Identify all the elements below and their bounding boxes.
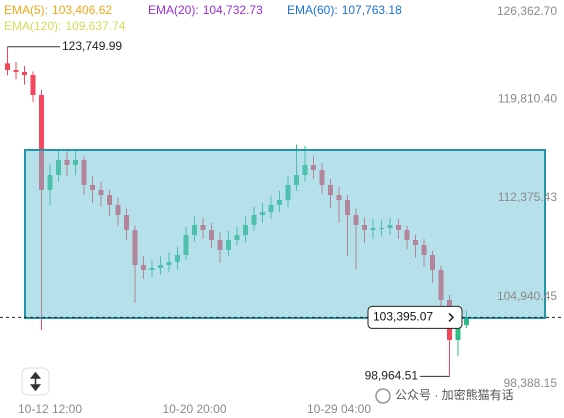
y-tick-label: 126,362.70 bbox=[497, 4, 557, 18]
candle-body bbox=[30, 75, 36, 96]
candle-body bbox=[39, 95, 44, 191]
y-tick-label: 112,375.43 bbox=[498, 190, 557, 204]
button-icon bbox=[29, 371, 42, 392]
legend-value: 109,637.74 bbox=[65, 19, 125, 33]
watermark: 公众号 · 加密熊猫有话 bbox=[375, 387, 514, 404]
scale-button[interactable] bbox=[21, 367, 50, 396]
candle-body bbox=[464, 317, 469, 326]
legend-entry: EMA(5): 103,406.62 bbox=[4, 3, 112, 17]
candle-body bbox=[5, 63, 10, 71]
legend-entry: EMA(20): 104,732.73 bbox=[148, 3, 263, 17]
watermark-text: 公众号 · 加密熊猫有话 bbox=[395, 387, 514, 402]
candle-body bbox=[455, 325, 461, 341]
candle-body bbox=[13, 70, 19, 72]
x-tick-label: 10-12 12:00 bbox=[18, 402, 82, 416]
overlay: 123,749.99 98,964.51 103,395.07 bbox=[0, 39, 564, 383]
y-tick-label: 98,388.15 bbox=[504, 376, 558, 390]
watermark-icon bbox=[375, 388, 391, 404]
y-tick-label: 119,810.40 bbox=[498, 91, 557, 105]
low-label: 98,964.51 bbox=[365, 369, 419, 383]
range-box[interactable] bbox=[24, 149, 546, 319]
legend-entry: EMA(60): 107,763.18 bbox=[287, 3, 402, 17]
legend-name: EMA(5): bbox=[4, 3, 48, 17]
y-tick-label: 104,940.45 bbox=[497, 289, 557, 303]
candle-body bbox=[22, 71, 27, 76]
legend-entry: EMA(120): 109,637.74 bbox=[4, 19, 126, 33]
legend-value: 103,406.62 bbox=[52, 3, 112, 17]
legend-name: EMA(60): bbox=[287, 3, 338, 17]
legend-name: EMA(120): bbox=[4, 19, 61, 33]
legend-name: EMA(20): bbox=[148, 3, 199, 17]
high-label: 123,749.99 bbox=[62, 39, 122, 53]
x-tick-label: 10-29 04:00 bbox=[307, 402, 371, 416]
x-tick-label: 10-20 20:00 bbox=[162, 402, 226, 416]
legend-value: 107,763.18 bbox=[342, 3, 402, 17]
last-price-label: 103,395.07 bbox=[373, 310, 433, 324]
legend-value: 104,732.73 bbox=[203, 3, 263, 17]
last-price-chevron bbox=[448, 312, 455, 322]
last-price-box bbox=[367, 305, 463, 329]
